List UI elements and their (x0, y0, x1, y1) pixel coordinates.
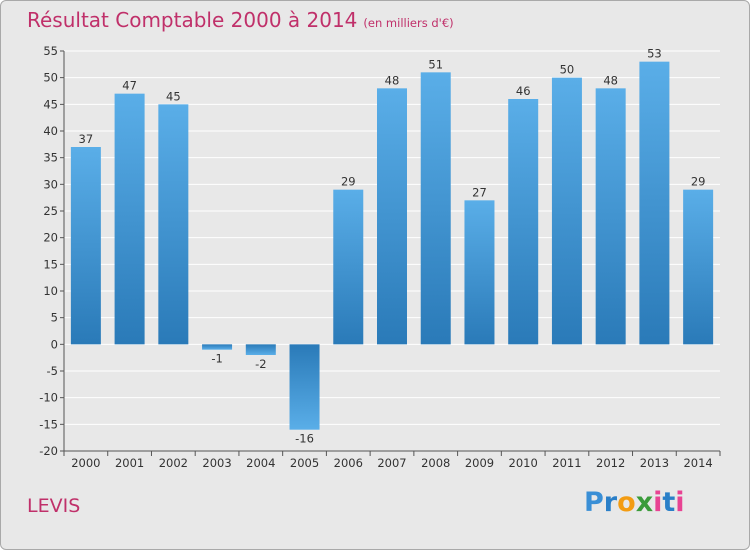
x-tick-label-2012: 2012 (596, 456, 625, 470)
chart-title: Résultat Comptable 2000 à 2014 (en millie… (27, 8, 454, 32)
x-tick-label-2004: 2004 (246, 456, 275, 470)
x-tick-label-2002: 2002 (159, 456, 188, 470)
y-tick-label: 15 (43, 257, 58, 271)
y-tick-label: 25 (43, 204, 58, 218)
bar-2001 (114, 93, 145, 345)
data-label-2004: -2 (255, 357, 266, 371)
x-tick-label-2001: 2001 (115, 456, 144, 470)
bar-2000 (70, 147, 101, 345)
y-tick-label: 20 (43, 231, 58, 245)
bar-2011 (551, 77, 582, 345)
data-label-2001: 47 (122, 79, 137, 93)
logo-letter: r (603, 487, 618, 518)
logo-letter: t (662, 487, 676, 518)
bar-2003 (202, 344, 233, 350)
logo-letter: i (675, 487, 685, 518)
bar-2009 (464, 200, 495, 345)
y-tick-label: 40 (43, 124, 58, 138)
y-tick-label: 55 (43, 44, 58, 58)
bar-2012 (595, 88, 626, 345)
y-tick-label: 0 (51, 337, 58, 351)
x-tick-label-2013: 2013 (640, 456, 669, 470)
y-tick-label: 45 (43, 97, 58, 111)
axes: -20 -15 -10 -5 0 5 10 15 20 25 30 35 40 45 50 55 2000 200… (39, 44, 721, 470)
data-label-2008: 51 (428, 57, 443, 71)
data-labels: 37 47 45 -1 -2 -16 29 48 51 27 46 50 48 53 29 (79, 47, 706, 446)
data-label-2011: 50 (560, 63, 575, 77)
bar-2006 (333, 189, 364, 345)
data-label-2005: -16 (295, 432, 314, 446)
bar-2007 (377, 88, 407, 345)
y-tick-label: 35 (43, 151, 58, 165)
y-tick-label: -20 (39, 444, 58, 458)
bar-2008 (420, 72, 451, 345)
y-tick-label: -5 (47, 364, 58, 378)
bar-2013 (639, 61, 670, 345)
data-label-2012: 48 (603, 73, 618, 87)
proxiti-logo: Proxiti (584, 487, 685, 518)
x-tick-label-2010: 2010 (509, 456, 538, 470)
place-name: LEVIS (27, 495, 81, 517)
data-label-2009: 27 (472, 185, 487, 199)
x-tick-label-2003: 2003 (202, 456, 231, 470)
logo-letter: o (617, 487, 636, 518)
data-label-2007: 48 (385, 73, 400, 87)
x-tick-label-2008: 2008 (421, 456, 450, 470)
y-tick-label: 50 (43, 71, 58, 85)
bar-2014 (683, 189, 714, 345)
x-tick-label-2011: 2011 (552, 456, 581, 470)
data-label-2013: 53 (647, 47, 662, 61)
y-tick-label: 30 (43, 177, 58, 191)
x-tick-label-2005: 2005 (290, 456, 319, 470)
x-tick-label-2007: 2007 (377, 456, 406, 470)
data-label-2014: 29 (691, 175, 706, 189)
data-label-2003: -1 (211, 352, 222, 366)
x-tick-label-2006: 2006 (334, 456, 363, 470)
logo-letter: x (635, 487, 654, 518)
x-tick-label-2014: 2014 (683, 456, 712, 470)
bar-2004 (245, 344, 276, 355)
x-tick-label-2000: 2000 (71, 456, 100, 470)
y-tick-label: 5 (51, 311, 58, 325)
logo-letter: P (584, 487, 604, 518)
data-label-2006: 29 (341, 175, 356, 189)
y-tick-label: -15 (39, 417, 58, 431)
bar-2005 (289, 344, 320, 430)
bar-2010 (508, 99, 539, 345)
logo-letter: i (653, 487, 663, 518)
data-label-2010: 46 (516, 84, 531, 98)
bars (70, 61, 714, 430)
data-label-2000: 37 (79, 132, 94, 146)
bar-2002 (158, 104, 189, 345)
chart-subtitle: (en milliers d'€) (363, 16, 454, 30)
y-tick-label: -10 (39, 391, 58, 405)
x-tick-label-2009: 2009 (465, 456, 494, 470)
y-tick-label: 10 (43, 284, 58, 298)
data-label-2002: 45 (166, 89, 181, 103)
chart-title-text: Résultat Comptable 2000 à 2014 (27, 8, 358, 32)
